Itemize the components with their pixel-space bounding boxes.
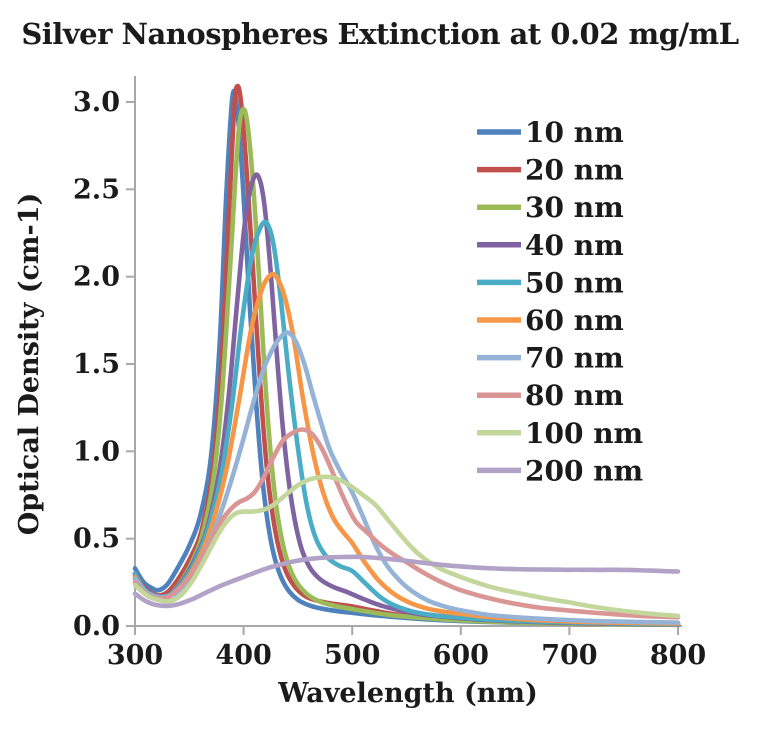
legend-item-30-nm: 30 nm: [477, 191, 624, 224]
x-tick-label: 700: [541, 640, 597, 671]
chart-title: Silver Nanospheres Extinction at 0.02 mg…: [21, 17, 738, 51]
legend-item-200-nm: 200 nm: [477, 454, 643, 487]
x-tick-label: 500: [324, 640, 380, 671]
legend-label: 30 nm: [525, 191, 624, 224]
legend-label: 100 nm: [525, 417, 643, 450]
y-tick-label: 1.0: [73, 436, 120, 467]
series-line-80-nm: [132, 427, 681, 620]
x-axis-label: Wavelength (nm): [277, 678, 538, 709]
y-tick-label: 0.0: [73, 611, 120, 642]
y-tick-label: 0.5: [73, 524, 120, 555]
legend-label: 70 nm: [525, 342, 624, 375]
legend-item-50-nm: 50 nm: [477, 266, 624, 299]
legend-item-20-nm: 20 nm: [477, 154, 624, 187]
legend-item-100-nm: 100 nm: [477, 417, 643, 450]
legend-label: 40 nm: [525, 229, 624, 262]
tick-labels: 300 400 500 600 700 800 0.0 0.5 1.0 1.5 2.0 2.5 3.0: [73, 87, 706, 671]
legend-item-10-nm: 10 nm: [477, 116, 624, 149]
legend-label: 200 nm: [525, 454, 643, 487]
legend: 10 nm 20 nm 30 nm 40 nm 50 nm 60 nm 70 nm 80 nm…: [477, 116, 643, 487]
legend-item-60-nm: 60 nm: [477, 304, 624, 337]
legend-label: 80 nm: [525, 379, 624, 412]
x-tick-label: 600: [433, 640, 489, 671]
y-tick-label: 1.5: [73, 349, 120, 380]
legend-label: 60 nm: [525, 304, 624, 337]
y-tick-label: 3.0: [73, 87, 120, 118]
legend-item-70-nm: 70 nm: [477, 342, 624, 375]
x-tick-label: 400: [215, 640, 271, 671]
y-tick-label: 2.0: [73, 262, 120, 293]
legend-label: 10 nm: [525, 116, 624, 149]
legend-label: 50 nm: [525, 266, 624, 299]
legend-item-40-nm: 40 nm: [477, 229, 624, 262]
legend-item-80-nm: 80 nm: [477, 379, 624, 412]
x-tick-label: 800: [650, 640, 706, 671]
x-tick-label: 300: [107, 640, 163, 671]
y-axis-label: Optical Density (cm-1): [14, 193, 45, 536]
series-lines: [132, 83, 681, 628]
series-line-100-nm: [132, 474, 681, 619]
series-line-200-nm: [132, 554, 681, 609]
legend-label: 20 nm: [525, 154, 624, 187]
y-tick-label: 2.5: [73, 174, 120, 205]
